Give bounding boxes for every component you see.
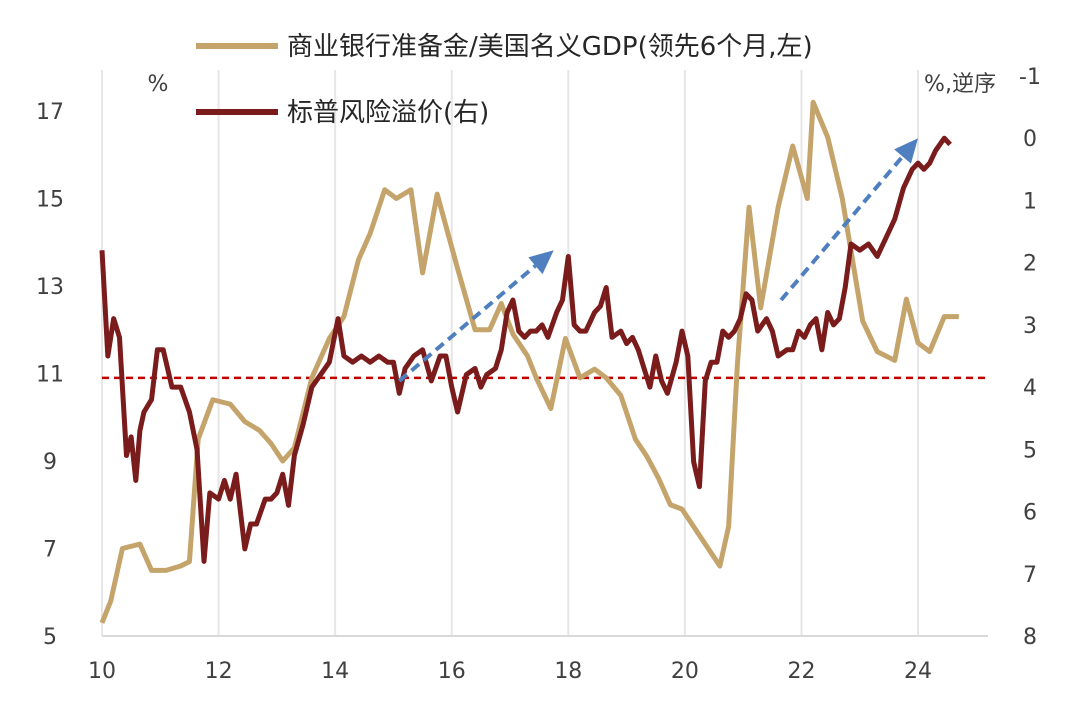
x-tick-label: 12 bbox=[205, 659, 233, 684]
legend: 商业银行准备金/美国名义GDP(领先6个月,左) 标普风险溢价(右) bbox=[196, 32, 813, 128]
left-tick-label: 5 bbox=[43, 625, 57, 650]
right-tick-label: 3 bbox=[1023, 314, 1037, 339]
right-tick-label: -1 bbox=[1019, 65, 1041, 90]
trend-arrows bbox=[397, 138, 919, 383]
left-tick-label: 11 bbox=[36, 363, 64, 388]
right-tick-label: 8 bbox=[1023, 625, 1037, 650]
right-tick-label: 1 bbox=[1023, 189, 1037, 214]
x-tick-label: 16 bbox=[438, 659, 466, 684]
trend-arrow-shaft bbox=[397, 264, 537, 383]
left-tick-label: 7 bbox=[43, 538, 57, 563]
right-tick-label: 5 bbox=[1023, 438, 1037, 463]
right-tick-label: 2 bbox=[1023, 252, 1037, 277]
left-axis-unit: % bbox=[148, 72, 169, 97]
x-tick-label: 14 bbox=[321, 659, 349, 684]
legend-label-reserves: 商业银行准备金/美国名义GDP(领先6个月,左) bbox=[287, 32, 813, 62]
x-tick-label: 10 bbox=[88, 659, 116, 684]
right-tick-label: 7 bbox=[1023, 563, 1037, 588]
right-tick-label: 0 bbox=[1023, 127, 1037, 152]
x-tick-label: 22 bbox=[787, 659, 815, 684]
x-tick-label: 18 bbox=[554, 659, 582, 684]
trend-arrow-head bbox=[528, 250, 554, 275]
legend-label-risk-premium: 标普风险溢价(右) bbox=[287, 98, 489, 128]
x-tick-label: 24 bbox=[904, 659, 932, 684]
right-axis-unit: %,逆序 bbox=[924, 72, 996, 97]
series-line-risk-premium bbox=[99, 135, 952, 564]
series-lines bbox=[99, 99, 959, 624]
series-line-reserves bbox=[99, 99, 959, 624]
trend-arrow-head bbox=[894, 138, 919, 164]
left-tick-label: 9 bbox=[43, 450, 57, 475]
left-tick-label: 13 bbox=[36, 275, 64, 300]
left-tick-label: 17 bbox=[36, 100, 64, 125]
right-tick-label: 4 bbox=[1023, 376, 1037, 401]
x-tick-label: 20 bbox=[671, 659, 699, 684]
right-tick-label: 6 bbox=[1023, 501, 1037, 526]
left-tick-label: 15 bbox=[36, 188, 64, 213]
